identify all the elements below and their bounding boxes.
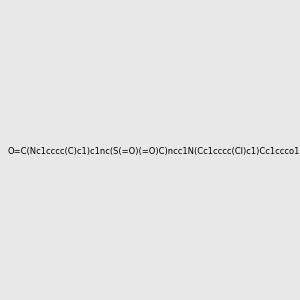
Text: O=C(Nc1cccc(C)c1)c1nc(S(=O)(=O)C)ncc1N(Cc1cccc(Cl)c1)Cc1ccco1: O=C(Nc1cccc(C)c1)c1nc(S(=O)(=O)C)ncc1N(C… bbox=[8, 147, 300, 156]
